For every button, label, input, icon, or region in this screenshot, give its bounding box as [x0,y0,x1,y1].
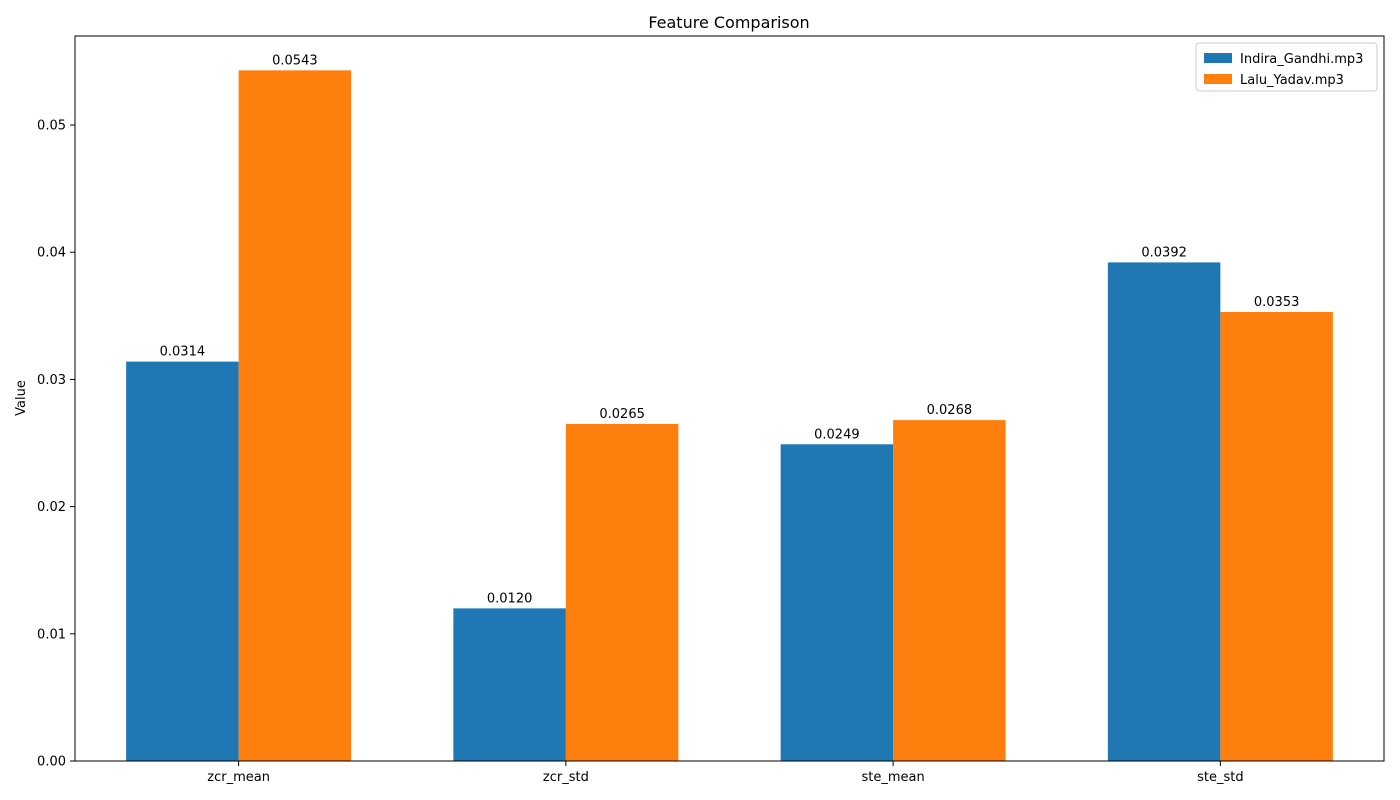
bar-value-label: 0.0249 [814,427,860,442]
bar-zcr_std-series-2 [565,423,679,761]
bar-ste_mean-series-1 [780,444,894,761]
bar-value-label: 0.0314 [160,345,206,360]
bar-zcr_mean-series-1 [126,361,239,761]
x-axis-ticks: zcr_mean zcr_std ste_mean ste_std [207,761,1244,785]
y-tick-label: 0.02 [37,500,66,515]
bar-value-label: 0.0120 [487,591,533,606]
chart-title: Feature Comparison [648,13,809,32]
y-tick-label: 0.03 [37,373,66,388]
x-tick-label: zcr_std [543,770,589,785]
bar-value-label: 0.0543 [272,53,318,68]
legend-swatch [1204,74,1232,84]
legend: Indira_Gandhi.mp3 Lalu_Yadav.mp3 [1195,42,1378,92]
y-tick-label: 0.00 [37,755,66,770]
legend-label: Lalu_Yadav.mp3 [1240,73,1344,88]
x-tick-label: zcr_mean [207,770,270,785]
bar-value-label: 0.0265 [599,407,645,422]
y-axis-ticks: 0.00 0.01 0.02 0.03 0.04 0.05 [37,119,75,770]
x-tick-label: ste_std [1197,770,1244,785]
bar-value-label: 0.0268 [927,403,973,418]
legend-box [1195,42,1378,92]
x-tick-label: ste_mean [862,770,925,785]
y-tick-label: 0.05 [37,119,66,134]
y-tick-label: 0.04 [37,246,66,261]
bar-value-label: 0.0353 [1254,295,1300,310]
y-tick-label: 0.01 [37,627,66,642]
bar-labels-group: 0.0314 0.0120 0.0249 0.0392 0.0543 0.0265 0.02… [160,53,1300,606]
bar-ste_mean-series-2 [893,420,1006,761]
plot-area-frame [74,35,1385,762]
legend-label: Indira_Gandhi.mp3 [1240,52,1363,67]
bar-ste_std-series-1 [1107,262,1221,761]
legend-swatch [1204,53,1232,63]
y-axis-label: Value [14,380,29,416]
bar-value-label: 0.0392 [1141,245,1187,260]
bar-zcr_std-series-1 [453,608,566,761]
bars-group [126,70,1333,761]
bar-zcr_mean-series-2 [238,70,352,761]
bar-ste_std-series-2 [1220,312,1333,761]
